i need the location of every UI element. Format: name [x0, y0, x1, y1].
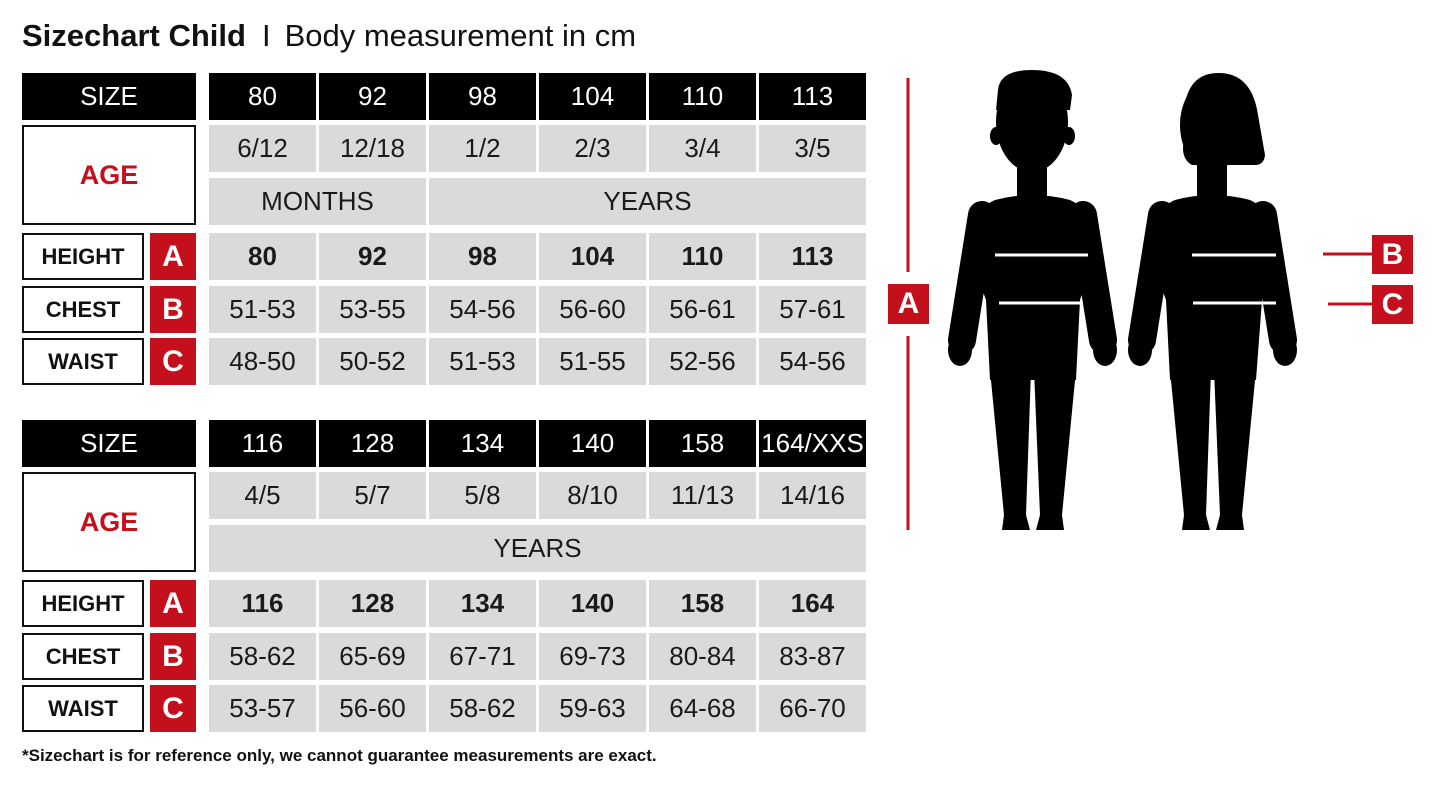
- height-cell: 92: [319, 233, 426, 280]
- chest-cell: 51-53: [209, 286, 316, 333]
- waist-cell: 54-56: [759, 338, 866, 385]
- height-letter-badge: A: [150, 233, 196, 280]
- age-cell: 5/8: [429, 472, 536, 519]
- chest-cell: 69-73: [539, 633, 646, 680]
- chest-cell: 80-84: [649, 633, 756, 680]
- size-header-cell: 110: [649, 73, 756, 120]
- chest-label: CHEST: [22, 633, 144, 680]
- age-unit-cell: MONTHS: [209, 178, 426, 225]
- chest-cell: 58-62: [209, 633, 316, 680]
- age-cell: 11/13: [649, 472, 756, 519]
- chest-cell: 65-69: [319, 633, 426, 680]
- chest-cell: 83-87: [759, 633, 866, 680]
- waist-cell: 59-63: [539, 685, 646, 732]
- size-header-cell: 164/XXS: [759, 420, 866, 467]
- height-cell: 98: [429, 233, 536, 280]
- title-separator: I: [261, 18, 271, 53]
- size-header-cell: 80: [209, 73, 316, 120]
- height-cell: 128: [319, 580, 426, 627]
- age-cell: 5/7: [319, 472, 426, 519]
- size-header-label: SIZE: [22, 73, 196, 120]
- size-header-label: SIZE: [22, 420, 196, 467]
- waist-cell: 56-60: [319, 685, 426, 732]
- waist-cell: 51-53: [429, 338, 536, 385]
- chest-badge: B: [1372, 235, 1413, 274]
- age-cell: 12/18: [319, 125, 426, 172]
- size-header-cell: 140: [539, 420, 646, 467]
- chest-cell: 67-71: [429, 633, 536, 680]
- waist-cell: 53-57: [209, 685, 316, 732]
- height-label: HEIGHT: [22, 580, 144, 627]
- chest-cell: 57-61: [759, 286, 866, 333]
- age-cell: 4/5: [209, 472, 316, 519]
- size-header-cell: 113: [759, 73, 866, 120]
- waist-badge: C: [1372, 285, 1413, 324]
- waist-letter-badge: C: [150, 685, 196, 732]
- size-header-cell: 98: [429, 73, 536, 120]
- size-header-cell: 128: [319, 420, 426, 467]
- waist-cell: 58-62: [429, 685, 536, 732]
- height-cell: 110: [649, 233, 756, 280]
- waist-cell: 66-70: [759, 685, 866, 732]
- chest-letter-badge: B: [150, 286, 196, 333]
- waist-cell: 48-50: [209, 338, 316, 385]
- age-cell: 3/4: [649, 125, 756, 172]
- waist-cell: 52-56: [649, 338, 756, 385]
- size-header-cell: 104: [539, 73, 646, 120]
- height-cell: 158: [649, 580, 756, 627]
- height-cell: 104: [539, 233, 646, 280]
- chest-cell: 56-61: [649, 286, 756, 333]
- chest-cell: 56-60: [539, 286, 646, 333]
- height-cell: 140: [539, 580, 646, 627]
- age-label: AGE: [22, 125, 196, 225]
- waist-letter-badge: C: [150, 338, 196, 385]
- age-cell: 2/3: [539, 125, 646, 172]
- size-header-cell: 116: [209, 420, 316, 467]
- height-cell: 164: [759, 580, 866, 627]
- chest-letter-badge: B: [150, 633, 196, 680]
- footnote: *Sizechart is for reference only, we can…: [22, 746, 657, 765]
- height-letter-badge: A: [150, 580, 196, 627]
- chest-cell: 53-55: [319, 286, 426, 333]
- size-header-cell: 134: [429, 420, 536, 467]
- height-cell: 80: [209, 233, 316, 280]
- page-title: Sizechart Child I Body measurement in cm: [22, 18, 636, 54]
- age-cell: 8/10: [539, 472, 646, 519]
- age-cell: 3/5: [759, 125, 866, 172]
- height-badge: A: [888, 284, 929, 324]
- age-label: AGE: [22, 472, 196, 572]
- title-main: Sizechart Child: [22, 18, 246, 53]
- waist-cell: 51-55: [539, 338, 646, 385]
- height-label: HEIGHT: [22, 233, 144, 280]
- height-cell: 134: [429, 580, 536, 627]
- boy-silhouette: [948, 70, 1117, 530]
- waist-label: WAIST: [22, 338, 144, 385]
- size-header-cell: 92: [319, 73, 426, 120]
- waist-cell: 50-52: [319, 338, 426, 385]
- chest-label: CHEST: [22, 286, 144, 333]
- height-cell: 113: [759, 233, 866, 280]
- chest-cell: 54-56: [429, 286, 536, 333]
- age-unit-cell: YEARS: [429, 178, 866, 225]
- title-subtitle: Body measurement in cm: [284, 18, 637, 53]
- age-cell: 6/12: [209, 125, 316, 172]
- waist-label: WAIST: [22, 685, 144, 732]
- height-cell: 116: [209, 580, 316, 627]
- age-cell: 1/2: [429, 125, 536, 172]
- age-cell: 14/16: [759, 472, 866, 519]
- age-unit-cell: YEARS: [209, 525, 866, 572]
- waist-cell: 64-68: [649, 685, 756, 732]
- size-header-cell: 158: [649, 420, 756, 467]
- girl-silhouette: [1128, 72, 1297, 530]
